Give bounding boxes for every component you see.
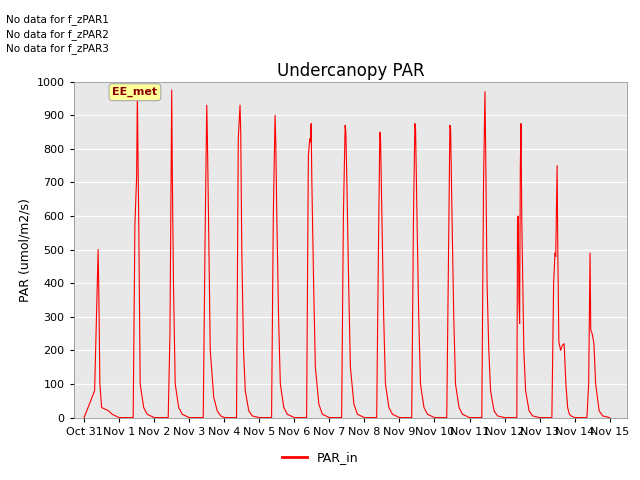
- Text: No data for f_zPAR3: No data for f_zPAR3: [6, 43, 109, 54]
- Text: No data for f_zPAR1: No data for f_zPAR1: [6, 14, 109, 25]
- Text: No data for f_zPAR2: No data for f_zPAR2: [6, 29, 109, 40]
- Title: Undercanopy PAR: Undercanopy PAR: [276, 62, 424, 80]
- Legend: PAR_in: PAR_in: [276, 446, 364, 469]
- Text: EE_met: EE_met: [113, 87, 157, 97]
- Y-axis label: PAR (umol/m2/s): PAR (umol/m2/s): [18, 198, 31, 301]
